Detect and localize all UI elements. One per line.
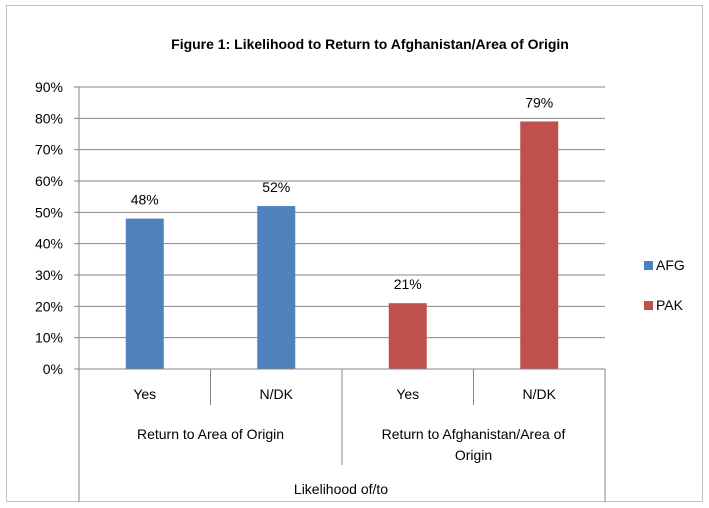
x-tick-label: Yes xyxy=(133,386,156,402)
y-axis: 0% 10% 20% 30% 40% 50% 60% 70% 80% 90% xyxy=(35,79,80,377)
x-axis-title: Likelihood of/to xyxy=(294,481,388,497)
y-tick-label: 50% xyxy=(35,204,63,220)
legend: AFG PAK xyxy=(644,257,685,313)
x-tick-label: N/DK xyxy=(523,386,557,402)
data-label: 52% xyxy=(262,179,290,195)
bar-afg xyxy=(257,206,296,369)
y-tick-label: 0% xyxy=(43,361,63,377)
chart-frame xyxy=(6,5,703,502)
group-label: Return to Afghanistan/Area of Origin xyxy=(382,426,566,463)
y-tick-label: 80% xyxy=(35,110,63,126)
x-axis: Yes N/DK Yes N/DK Return to Area of Origin Re… xyxy=(78,368,606,502)
bar-pak xyxy=(520,121,559,369)
data-label: 48% xyxy=(131,192,159,208)
bars: 48% 52% 21% 79% xyxy=(125,94,559,369)
y-tick-label: 20% xyxy=(35,298,63,314)
y-tick-label: 10% xyxy=(35,330,63,346)
x-tick-label: N/DK xyxy=(260,386,294,402)
legend-swatch-afg xyxy=(644,261,653,270)
x-tick-label: Yes xyxy=(396,386,419,402)
data-label: 21% xyxy=(394,276,422,292)
legend-label-afg: AFG xyxy=(656,257,685,273)
chart-title: Figure 1: Likelihood to Return to Afghan… xyxy=(171,36,569,52)
y-tick-label: 70% xyxy=(35,142,63,158)
group-label: Return to Area of Origin xyxy=(137,426,284,442)
legend-swatch-pak xyxy=(644,301,653,310)
y-tick-label: 60% xyxy=(35,173,63,189)
data-label: 79% xyxy=(525,94,553,110)
y-tick-label: 90% xyxy=(35,79,63,95)
bar-pak xyxy=(388,303,427,369)
y-tick-label: 30% xyxy=(35,267,63,283)
legend-label-pak: PAK xyxy=(656,297,684,313)
bar-afg xyxy=(125,218,164,369)
y-tick-label: 40% xyxy=(35,236,63,252)
